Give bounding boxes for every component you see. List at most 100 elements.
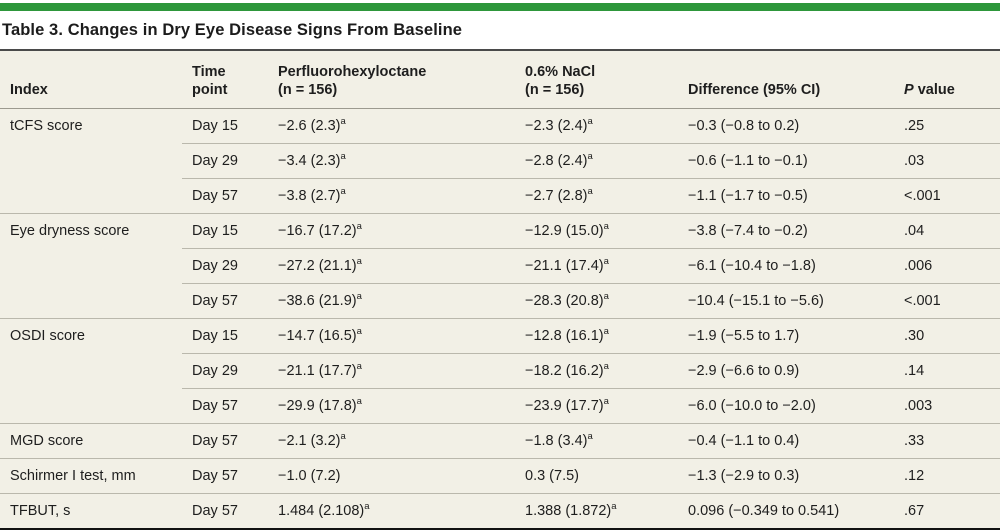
cell-time-point: Day 29	[182, 353, 268, 389]
table-row: tCFS score Day 15 −2.6 (2.3)a −2.3 (2.4)…	[0, 109, 1000, 144]
header-text: Perfluorohexyloctane	[278, 64, 427, 80]
cell-value: −2.3 (2.4)	[525, 118, 588, 134]
header-text: Index	[10, 82, 48, 98]
cell-index: Schirmer I test, mm	[0, 458, 182, 494]
cell-time-point: Day 15	[182, 318, 268, 354]
cell-p-value: <.001	[894, 283, 1000, 319]
cell-index: Eye dryness score	[0, 213, 182, 249]
cell-value: −2.1 (3.2)	[278, 433, 341, 449]
header-text: point	[192, 82, 228, 98]
cell-nacl: −12.8 (16.1)a	[515, 318, 678, 354]
cell-index	[0, 179, 182, 214]
cell-value: −29.9 (17.8)	[278, 398, 357, 414]
table-row: OSDI score Day 15 −14.7 (16.5)a −12.8 (1…	[0, 318, 1000, 354]
cell-perfluorohexyloctane: −16.7 (17.2)a	[268, 213, 515, 249]
cell-difference: −6.0 (−10.0 to −2.0)	[678, 388, 894, 424]
footnote-marker: a	[587, 151, 593, 163]
table-row: Day 29 −21.1 (17.7)a −18.2 (16.2)a −2.9 …	[0, 353, 1000, 389]
cell-value: −3.8 (2.7)	[278, 188, 341, 204]
column-header-time-point: Time point	[182, 51, 268, 109]
cell-index	[0, 354, 182, 389]
footnote-marker: a	[587, 116, 593, 128]
cell-index: OSDI score	[0, 318, 182, 354]
column-header-difference: Difference (95% CI)	[678, 51, 894, 109]
cell-difference: −1.3 (−2.9 to 0.3)	[678, 458, 894, 494]
cell-time-point: Day 57	[182, 423, 268, 459]
table-row: Eye dryness score Day 15 −16.7 (17.2)a −…	[0, 213, 1000, 249]
p-italic: P	[904, 82, 914, 98]
cell-difference: −0.3 (−0.8 to 0.2)	[688, 118, 800, 134]
table-row: Day 57 −38.6 (21.9)a −28.3 (20.8)a −10.4…	[0, 283, 1000, 319]
footnote-marker: a	[603, 326, 609, 338]
cell-value: 1.484 (2.108)	[278, 503, 365, 519]
cell-p-value: .25	[904, 118, 925, 134]
header-text: (n = 156)	[278, 82, 338, 98]
cell-value: −28.3 (20.8)	[525, 293, 604, 309]
cell-p-value: .30	[894, 318, 1000, 354]
cell-value: −2.7 (2.8)	[525, 188, 588, 204]
footnote-marker: a	[340, 431, 346, 443]
cell-nacl: −2.7 (2.8)a	[515, 178, 678, 214]
cell-value: 0.3 (7.5)	[525, 468, 579, 484]
cell-index	[0, 389, 182, 424]
cell-perfluorohexyloctane: −29.9 (17.8)a	[268, 388, 515, 424]
cell-value: −21.1 (17.7)	[278, 363, 357, 379]
cell-p-value: .33	[894, 423, 1000, 459]
footnote-marker: a	[356, 256, 362, 268]
table-row: MGD score Day 57 −2.1 (3.2)a −1.8 (3.4)a…	[0, 423, 1000, 459]
table-title: Table 3. Changes in Dry Eye Disease Sign…	[2, 21, 463, 39]
cell-index	[0, 144, 182, 179]
cell-index: tCFS score	[10, 118, 83, 134]
cell-perfluorohexyloctane: −2.6 (2.3)a	[268, 109, 515, 144]
cell-difference: −0.4 (−1.1 to 0.4)	[678, 423, 894, 459]
footnote-marker: a	[603, 291, 609, 303]
footnote-marker: a	[603, 396, 609, 408]
cell-value: −1.0 (7.2)	[278, 468, 341, 484]
footnote-marker: a	[356, 326, 362, 338]
cell-perfluorohexyloctane: −21.1 (17.7)a	[268, 353, 515, 389]
cell-difference: −6.1 (−10.4 to −1.8)	[678, 248, 894, 284]
cell-value: −12.8 (16.1)	[525, 328, 604, 344]
cell-time-point: Day 57	[182, 178, 268, 214]
cell-nacl: −1.8 (3.4)a	[515, 423, 678, 459]
table-row: Day 57 −29.9 (17.8)a −23.9 (17.7)a −6.0 …	[0, 388, 1000, 424]
column-header-perfluorohexyloctane: Perfluorohexyloctane (n = 156)	[268, 51, 515, 109]
cell-nacl: −2.8 (2.4)a	[515, 143, 678, 179]
cell-nacl: −12.9 (15.0)a	[515, 213, 678, 249]
cell-time-point: Day 29	[182, 143, 268, 179]
column-header-p-value: P value	[894, 51, 1000, 109]
cell-p-value: .03	[894, 143, 1000, 179]
header-text: Difference (95% CI)	[688, 82, 821, 98]
cell-perfluorohexyloctane: −2.1 (3.2)a	[268, 423, 515, 459]
cell-index: MGD score	[0, 423, 182, 459]
table-row: Day 29 −27.2 (21.1)a −21.1 (17.4)a −6.1 …	[0, 248, 1000, 284]
footnote-marker: a	[364, 501, 370, 513]
footnote-marker: a	[603, 221, 609, 233]
cell-value: −3.4 (2.3)	[278, 153, 341, 169]
accent-bar	[0, 3, 1000, 11]
cell-p-value: .12	[894, 458, 1000, 494]
cell-value: −23.9 (17.7)	[525, 398, 604, 414]
header-text: 0.6% NaCl	[525, 64, 596, 80]
cell-value: −27.2 (21.1)	[278, 258, 357, 274]
footnote-marker: a	[340, 116, 346, 128]
cell-value: −12.9 (15.0)	[525, 223, 604, 239]
title-rule	[0, 49, 1000, 51]
cell-value: −1.8 (3.4)	[525, 433, 588, 449]
cell-p-value: .003	[894, 388, 1000, 424]
cell-value: −21.1 (17.4)	[525, 258, 604, 274]
cell-difference: −3.8 (−7.4 to −0.2)	[678, 213, 894, 249]
cell-p-value: .04	[894, 213, 1000, 249]
table-row: Day 57 −3.8 (2.7)a −2.7 (2.8)a −1.1 (−1.…	[0, 178, 1000, 214]
cell-value: −14.7 (16.5)	[278, 328, 357, 344]
footnote-marker: a	[587, 431, 593, 443]
cell-nacl: −2.3 (2.4)a	[515, 109, 678, 144]
footnote-marker: a	[603, 361, 609, 373]
cell-value: −38.6 (21.9)	[278, 293, 357, 309]
cell-value: −18.2 (16.2)	[525, 363, 604, 379]
cell-index	[0, 284, 182, 319]
cell-time-point: Day 57	[182, 283, 268, 319]
header-text: P value	[904, 81, 996, 99]
cell-perfluorohexyloctane: −1.0 (7.2)	[268, 458, 515, 494]
cell-time-point: Day 57	[182, 388, 268, 424]
